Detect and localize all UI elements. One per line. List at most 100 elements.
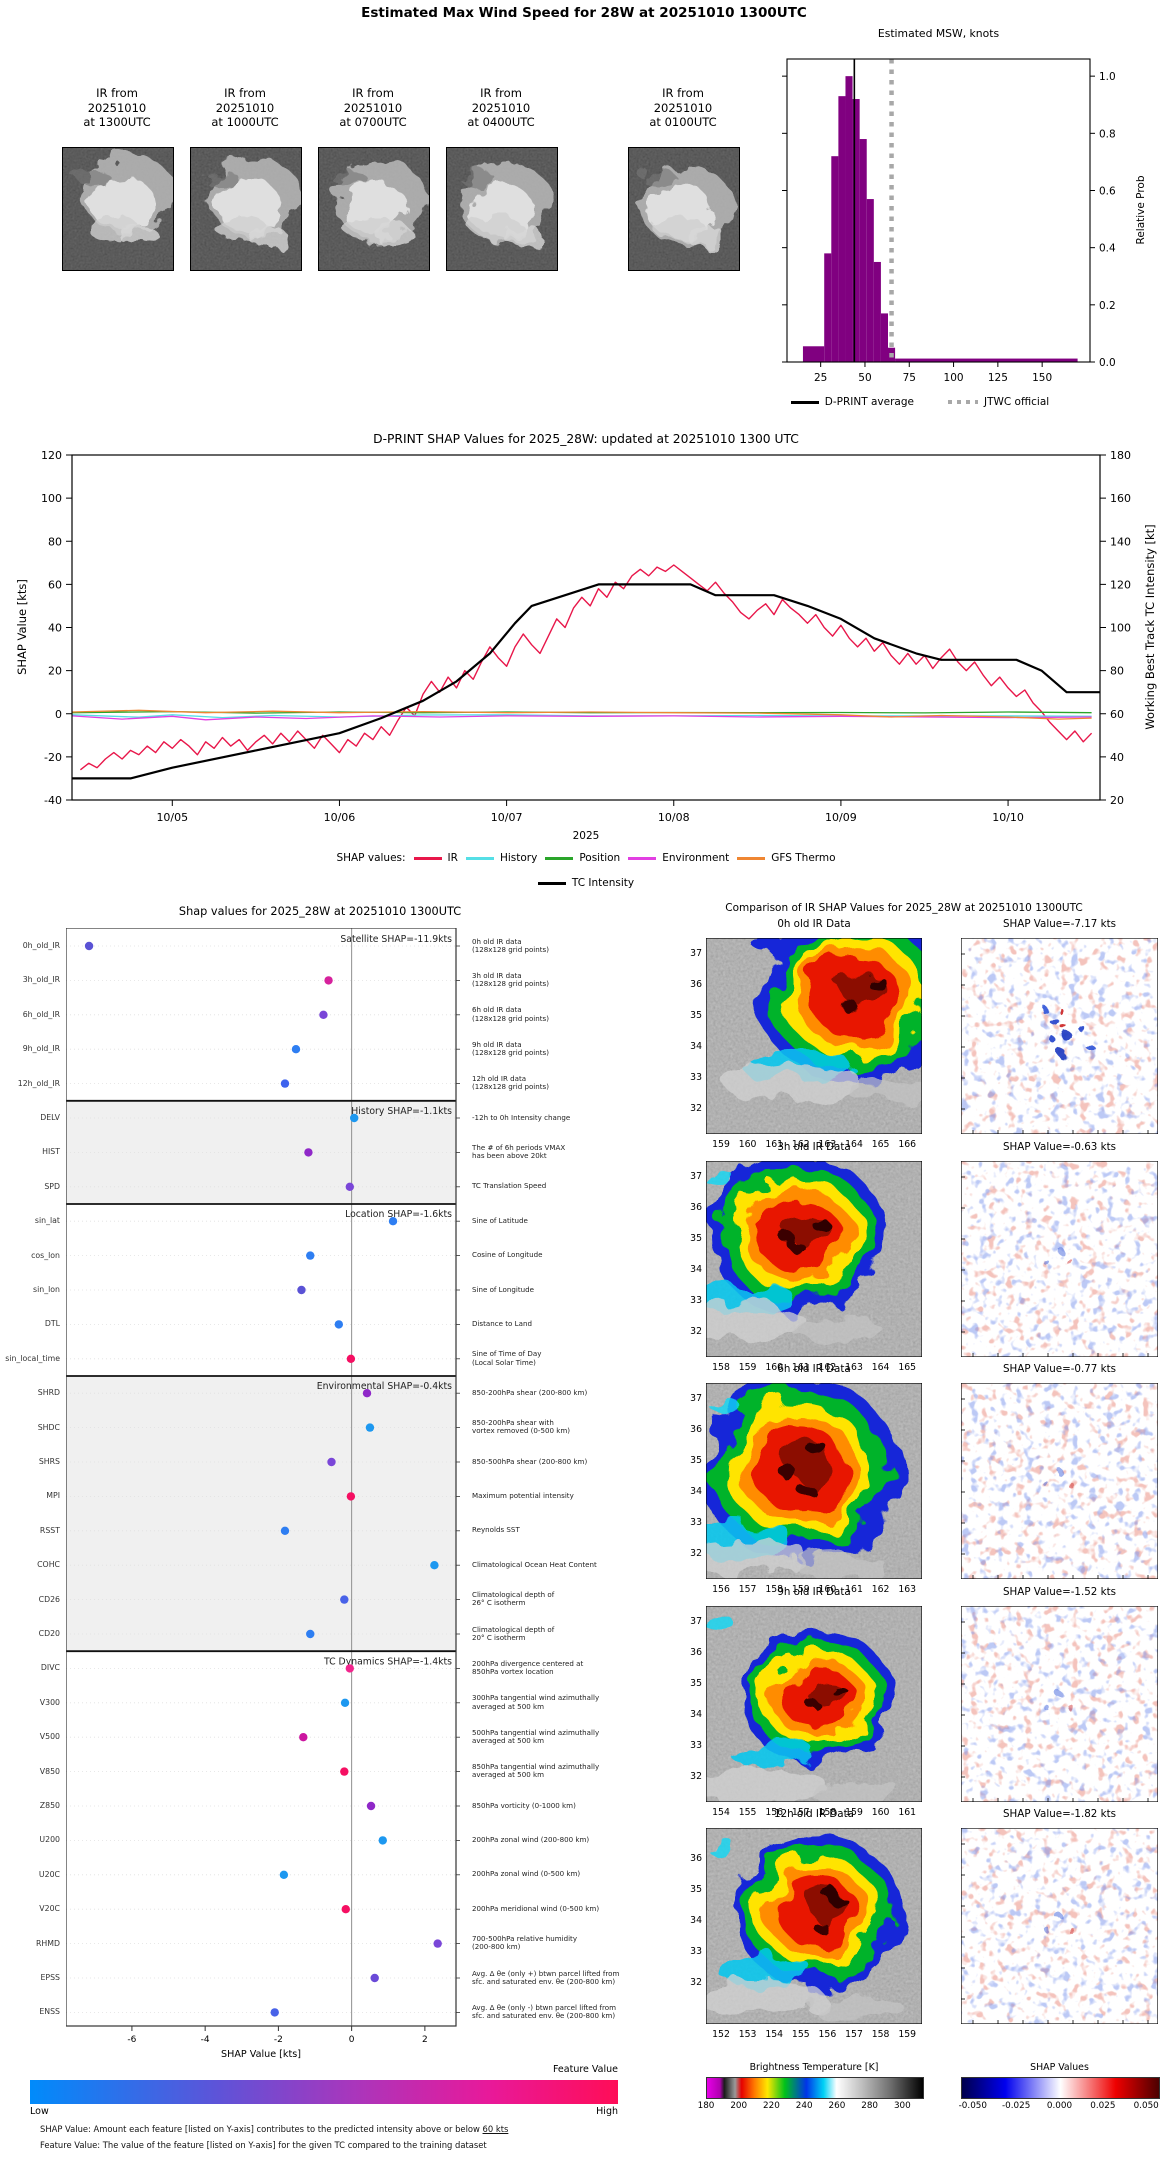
caption-line: 20251010 (471, 100, 531, 115)
lat-tick-label: 32 (690, 1548, 702, 1559)
svg-text:40: 40 (1110, 751, 1124, 764)
shap-dot-U20C (279, 1870, 289, 1879)
feature-desc-V20C: 200hPa meridional wind (0-500 km) (472, 1904, 599, 1913)
feature-label-Z850: Z850 (39, 1801, 60, 1810)
lat-tick-label: 32 (690, 1977, 702, 1988)
desc-line: Climatological depth of (472, 1624, 555, 1634)
legend-label: D-PRINT average (824, 396, 914, 408)
feature-label-sin_local_time: sin_local_time (5, 1353, 60, 1363)
desc-line: 26° C isotherm (472, 1598, 526, 1608)
ir-data-panel (666, 1155, 923, 1358)
desc-line: averaged at 500 km (472, 1770, 544, 1780)
svg-text:10/10: 10/10 (992, 811, 1024, 824)
lon-tick-label: 159 (845, 1806, 863, 1818)
svg-text:-20: -20 (44, 751, 62, 764)
caption-line: IR from (96, 86, 138, 100)
legend-item-environment: Environment (628, 852, 729, 864)
svg-text:150: 150 (1032, 372, 1052, 384)
svg-text:0.6: 0.6 (1099, 185, 1116, 197)
lat-tick-label: 32 (690, 1770, 702, 1782)
lon-tick-label: 166 (898, 1139, 917, 1150)
group-shap-label: Environmental SHAP=-0.4kts (317, 1381, 452, 1392)
feature-label-EPSS: EPSS (40, 1973, 60, 1982)
svg-text:80: 80 (1110, 665, 1124, 678)
feature-desc-CD20: Climatological depth of 20° C isotherm (472, 1624, 586, 1642)
shap-dot-cos_lon (306, 1251, 315, 1260)
shap-dot-sin_lat (388, 1217, 398, 1226)
shap-dot-MPI (346, 1492, 356, 1501)
feature-label-V20C: V20C (39, 1904, 60, 1914)
shap-dot-U200 (378, 1836, 387, 1845)
dotted-line-swatch (948, 400, 978, 404)
ir-thumbnail-image (628, 147, 740, 271)
footnote-text: SHAP Value: Amount each feature [listed … (40, 2124, 483, 2134)
line-swatch (537, 881, 566, 885)
group-shap-label: TC Dynamics SHAP=-1.4kts (323, 1656, 452, 1667)
desc-line: Avg. Δ θe (only -) btwn parcel lifted fr… (472, 2002, 616, 2012)
legend-label: Position (579, 852, 621, 864)
feature-desc-6h_old_IR: 6h old IR data (128x128 grid points) (472, 1006, 586, 1023)
shap-dot-6h_old_IR (319, 1010, 328, 1019)
lon-tick-label: 156 (818, 2029, 837, 2040)
feature-value-colorbar (30, 2080, 618, 2104)
lon-tick-label: 160 (765, 1361, 784, 1373)
svg-text:160: 160 (1110, 492, 1131, 505)
lon-tick-label: 159 (712, 1139, 730, 1150)
svg-text:120: 120 (1110, 578, 1131, 591)
desc-line: 12h old IR data (472, 1074, 527, 1084)
lon-tick-label: 163 (845, 1361, 863, 1373)
svg-text:0.2: 0.2 (1099, 300, 1116, 312)
feature-shap-plot: Satellite SHAP=-11.9kts History SHAP=-1.1… (66, 928, 460, 2045)
timeseries-plot: 120 100 80 60 40 20 0 -20 -40 180 160 140 120 100 80 60… (41, 449, 1131, 824)
feature-desc-Z850: 850hPa vorticity (0-1000 km) (472, 1801, 586, 1810)
lon-tick-label: 156 (712, 1584, 730, 1595)
feature-label-V850: V850 (39, 1766, 60, 1776)
feature-desc-9h_old_IR: 9h old IR data (128x128 grid points) (472, 1040, 586, 1057)
ir-thumbnail-image (446, 147, 558, 271)
feature-label-U200: U200 (39, 1835, 60, 1845)
feature-label-SHRS: SHRS (38, 1457, 60, 1466)
legend-item-position: Position (545, 852, 620, 864)
feature-desc-V500: 500hPa tangential wind azimuthally averag… (472, 1728, 599, 1745)
shap-dot-HIST (304, 1148, 313, 1157)
svg-text:75: 75 (903, 372, 916, 384)
svg-text:40: 40 (48, 622, 62, 635)
bt-tick-label: 180 (697, 2101, 715, 2111)
desc-line: 3h old IR data (472, 970, 522, 980)
feature-desc-EPSS: Avg. Δ θe (only +) btwn parcel lifted fr… (472, 1969, 619, 1986)
lon-tick-label: 161 (845, 1584, 863, 1595)
ir-thumbnail-caption: IR from 20251010 at 1300UTC (53, 86, 181, 130)
caption-line: IR from (224, 86, 266, 100)
ir-data-panel (686, 1604, 923, 1806)
feature-desc-DIVC: 200hPa divergence centered at 850hPa vort… (472, 1658, 586, 1676)
desc-line: 200hPa zonal wind (0-500 km) (472, 1869, 581, 1879)
line-swatch (628, 856, 657, 860)
group-shap-label: Satellite SHAP=-11.9kts (340, 934, 452, 945)
feature-label-DELV: DELV (40, 1113, 60, 1122)
desc-line: sfc. and saturated env. θe (200-800 km) (472, 1976, 616, 1986)
shap-dot-V300 (340, 1698, 350, 1707)
shap-dot-CD20 (306, 1629, 315, 1639)
shap-map-panel (960, 1159, 1159, 1358)
ir-thumbnail-caption: IR from 20251010 at 0400UTC (437, 86, 565, 130)
feature-desc-sin_lat: Sine of Latitude (472, 1216, 586, 1225)
desc-line: 0h old IR data (472, 936, 522, 946)
timeseries-xlabel: 2025 (572, 830, 600, 842)
desc-line: (128x128 grid points) (472, 1013, 550, 1023)
ir-thumbnail-caption: IR from 20251010 at 0700UTC (309, 86, 437, 130)
feature-desc-DELV: -12h to 0h Intensity change (472, 1113, 586, 1122)
feature-label-6h_old_IR: 6h_old_IR (22, 1009, 60, 1019)
svg-text:10/06: 10/06 (324, 811, 356, 824)
svg-text:10/05: 10/05 (156, 811, 188, 824)
shap-map-title: SHAP Value=-7.17 kts (1003, 918, 1116, 930)
svg-text:1.0: 1.0 (1099, 71, 1116, 83)
desc-line: Cosine of Longitude (472, 1250, 543, 1260)
desc-line: 200hPa divergence centered at (472, 1658, 584, 1668)
desc-line: Distance to Land (472, 1318, 532, 1328)
ir-data-title: 3h old IR Data (777, 1140, 851, 1153)
caption-line: at 1300UTC (83, 115, 151, 130)
line-swatch (737, 856, 766, 860)
feature-label-HIST: HIST (42, 1147, 60, 1157)
desc-line: Climatological Ocean Heat Content (472, 1559, 597, 1569)
shap-dot-DTL (334, 1320, 344, 1329)
